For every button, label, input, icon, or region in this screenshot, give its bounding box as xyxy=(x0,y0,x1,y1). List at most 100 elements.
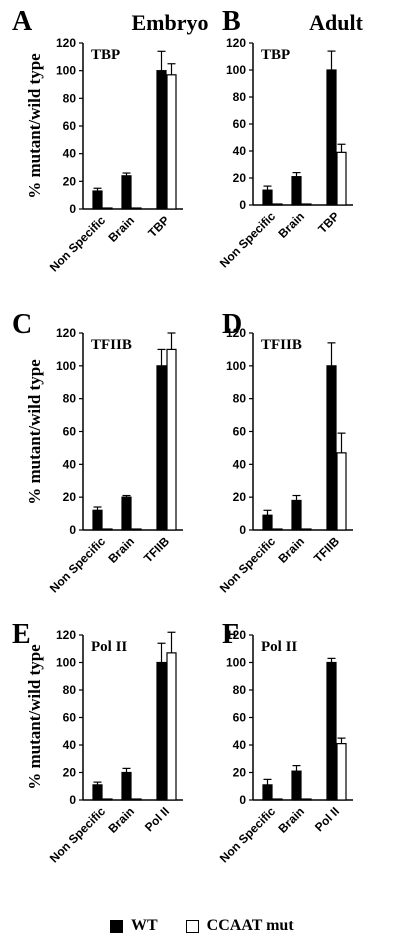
panel-a-ytick-label-80: 80 xyxy=(63,91,77,105)
panel-a-bar-mut-brain xyxy=(131,207,142,210)
column-title-embryo: Embryo xyxy=(132,10,209,35)
panel-f-ytick-label-20: 20 xyxy=(233,766,247,780)
panel-c-bar-wt-non-specific xyxy=(92,509,103,531)
panel-e-ytick-label-40: 40 xyxy=(63,738,77,752)
panel-a-ytick-label-120: 120 xyxy=(56,36,76,50)
panel-c-bar-mut-brain xyxy=(131,528,142,531)
panel-c-xtick-label-non-specific: Non Specific xyxy=(47,534,109,596)
panel-a-ytick-label-20: 20 xyxy=(63,174,77,188)
panel-c-title: TFIIB xyxy=(91,337,132,353)
panel-c-ytick-label-20: 20 xyxy=(63,490,77,504)
panel-a-ytick-label-60: 60 xyxy=(63,119,77,133)
panel-d-bar-mut-non-specific xyxy=(272,528,283,531)
panel-e-bar-wt-brain xyxy=(121,771,132,801)
panel-c-ytick-label-100: 100 xyxy=(56,359,76,373)
panel-d-letter: D xyxy=(222,309,242,340)
panel-a-bar-mut-non-specific xyxy=(102,207,113,210)
panel-e-title: Pol II xyxy=(91,639,127,655)
panel-f-bar-mut-brain xyxy=(301,798,312,801)
panel-d-bar-wt-tfiib xyxy=(326,365,337,531)
panel-f-ytick-label-40: 40 xyxy=(233,738,247,752)
panel-b-xtick-label-tbp: TBP xyxy=(315,209,342,236)
panel-f-bar-wt-non-specific xyxy=(262,784,273,801)
panel-e-bar-wt-pol-ii xyxy=(156,661,167,801)
panel-a-bar-mut-tbp xyxy=(166,74,177,210)
panel-a-ytick-label-100: 100 xyxy=(56,64,76,78)
panel-f-bar-wt-brain xyxy=(291,770,302,801)
panel-a-xtick-label-brain: Brain xyxy=(106,213,138,245)
panel-b-ytick-label-100: 100 xyxy=(226,63,246,77)
legend-item-wt: WT xyxy=(110,917,158,935)
legend-label-ccaat-mut: CCAAT mut xyxy=(206,917,294,934)
panel-b-ytick-label-60: 60 xyxy=(233,117,247,131)
panel-c-bar-wt-brain xyxy=(121,496,132,531)
panel-c-ytick-label-40: 40 xyxy=(63,457,77,471)
panel-d-bar-wt-non-specific xyxy=(262,514,273,531)
ylabel-row-2: % mutant/wild type xyxy=(25,359,44,505)
panel-c-ytick-label-120: 120 xyxy=(56,326,76,340)
panel-b-bar-mut-non-specific xyxy=(272,203,283,206)
panel-d-ytick-label-80: 80 xyxy=(233,392,247,406)
panel-a-bar-wt-tbp xyxy=(156,70,167,210)
panel-b-bar-wt-tbp xyxy=(326,69,337,206)
panel-d-ytick-label-20: 20 xyxy=(233,490,247,504)
panel-d-xtick-label-brain: Brain xyxy=(276,534,308,566)
panel-a-title: TBP xyxy=(91,47,120,63)
panel-e-bar-mut-pol-ii xyxy=(166,652,177,801)
panel-d-bar-wt-brain xyxy=(291,499,302,531)
legend-swatch-wt xyxy=(110,919,123,933)
panel-f-xtick-label-pol-ii: Pol II xyxy=(312,804,342,834)
panel-f-letter: F xyxy=(222,619,239,650)
panel-d-bar-mut-brain xyxy=(301,528,312,531)
legend: WT CCAAT mut xyxy=(110,917,322,935)
panel-e-ytick-label-20: 20 xyxy=(63,766,77,780)
panel-c-bar-wt-tfiib xyxy=(156,365,167,531)
panel-b-bar-mut-tbp xyxy=(336,151,347,206)
panel-e-bar-wt-non-specific xyxy=(92,784,103,801)
panel-e-ytick-label-60: 60 xyxy=(63,711,77,725)
panel-f-ytick-label-80: 80 xyxy=(233,683,247,697)
panel-a-bar-wt-non-specific xyxy=(92,190,103,210)
panel-b-bar-wt-non-specific xyxy=(262,189,273,206)
panel-a-letter: A xyxy=(12,6,33,37)
panel-f-ytick-label-100: 100 xyxy=(226,656,246,670)
panel-d-ytick-label-60: 60 xyxy=(233,425,247,439)
legend-swatch-ccaat-mut xyxy=(185,919,199,933)
panel-f-xtick-label-brain: Brain xyxy=(276,804,308,836)
panel-a-ytick-label-0: 0 xyxy=(69,202,76,216)
panel-b-xtick-label-non-specific: Non Specific xyxy=(217,209,279,271)
panel-f-bar-mut-non-specific xyxy=(272,798,283,801)
panel-b-ytick-label-40: 40 xyxy=(233,144,247,158)
panel-b-bar-mut-brain xyxy=(301,203,312,206)
panel-e-ytick-label-80: 80 xyxy=(63,683,77,697)
panel-d-ytick-label-0: 0 xyxy=(239,523,246,537)
panel-f-bar-wt-pol-ii xyxy=(326,661,337,801)
panel-b-ytick-label-20: 20 xyxy=(233,171,247,185)
panel-b-bar-wt-brain xyxy=(291,176,302,206)
panel-c-xtick-label-brain: Brain xyxy=(106,534,138,566)
panel-f-ytick-label-120: 120 xyxy=(226,628,246,642)
panel-e-xtick-label-pol-ii: Pol II xyxy=(142,804,172,834)
panel-c-ytick-label-80: 80 xyxy=(63,392,77,406)
panel-d-xtick-label-non-specific: Non Specific xyxy=(217,534,279,596)
legend-item-ccaat-mut: CCAAT mut xyxy=(185,917,294,935)
panel-c-bar-mut-tfiib xyxy=(166,348,177,531)
panel-b-ytick-label-0: 0 xyxy=(239,198,246,212)
panel-d-ytick-label-40: 40 xyxy=(233,457,247,471)
panel-d-ytick-label-100: 100 xyxy=(226,359,246,373)
panel-d-bar-mut-tfiib xyxy=(336,452,347,531)
panel-c-letter: C xyxy=(12,309,32,340)
panel-e-xtick-label-brain: Brain xyxy=(106,804,138,836)
ylabel-row-1: % mutant/wild type xyxy=(25,53,44,199)
panel-c-ytick-label-60: 60 xyxy=(63,425,77,439)
column-title-adult: Adult xyxy=(309,10,363,35)
panel-d-ytick-label-120: 120 xyxy=(226,326,246,340)
panel-e-bar-mut-non-specific xyxy=(102,798,113,801)
panel-b-ytick-label-80: 80 xyxy=(233,90,247,104)
panel-b-letter: B xyxy=(222,6,241,37)
panel-a-bar-wt-brain xyxy=(121,175,132,210)
panel-c-ytick-label-0: 0 xyxy=(69,523,76,537)
panel-a-xtick-label-non-specific: Non Specific xyxy=(47,213,109,275)
panel-c-xtick-label-tfiib: TFIIB xyxy=(141,534,172,565)
